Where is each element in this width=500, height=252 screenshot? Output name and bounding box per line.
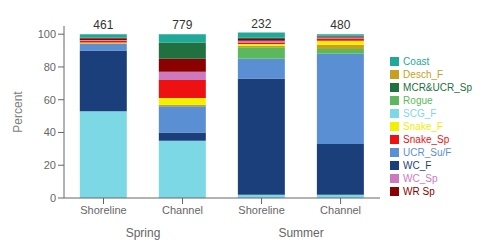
svg-text:Summer: Summer xyxy=(278,226,323,240)
svg-text:Shoreline: Shoreline xyxy=(238,204,284,216)
svg-text:480: 480 xyxy=(330,18,350,32)
svg-text:0: 0 xyxy=(50,192,56,204)
html-text:MCR&UCR_Sp: MCR&UCR_Sp xyxy=(403,81,472,93)
svg-text:Channel: Channel xyxy=(162,204,203,216)
html-text:WC_Sp: WC_Sp xyxy=(403,172,438,184)
html-text:Snake_Sp: Snake_Sp xyxy=(403,133,450,145)
html-text:SCG_F: SCG_F xyxy=(403,107,437,119)
svg-text:Percent: Percent xyxy=(11,91,25,133)
svg-text:461: 461 xyxy=(93,18,113,32)
svg-text:40: 40 xyxy=(44,126,56,138)
svg-text:232: 232 xyxy=(251,17,271,31)
html-text:WR Sp: WR Sp xyxy=(403,185,435,197)
svg-text:20: 20 xyxy=(44,159,56,171)
svg-text:779: 779 xyxy=(172,18,192,32)
svg-text:Channel: Channel xyxy=(320,204,361,216)
html-text:Snake_F: Snake_F xyxy=(403,120,444,132)
html-text:Coast: Coast xyxy=(403,55,430,67)
svg-text:60: 60 xyxy=(44,94,56,106)
html-text:Desch_F: Desch_F xyxy=(403,68,444,80)
svg-text:Spring: Spring xyxy=(126,226,161,240)
svg-text:Shoreline: Shoreline xyxy=(80,204,126,216)
html-text:Rogue: Rogue xyxy=(403,94,433,106)
html-text:UCR_Su/F: UCR_Su/F xyxy=(403,146,452,158)
html-text:WC_F: WC_F xyxy=(403,159,432,171)
svg-text:80: 80 xyxy=(44,61,56,73)
svg-text:100: 100 xyxy=(38,28,56,40)
